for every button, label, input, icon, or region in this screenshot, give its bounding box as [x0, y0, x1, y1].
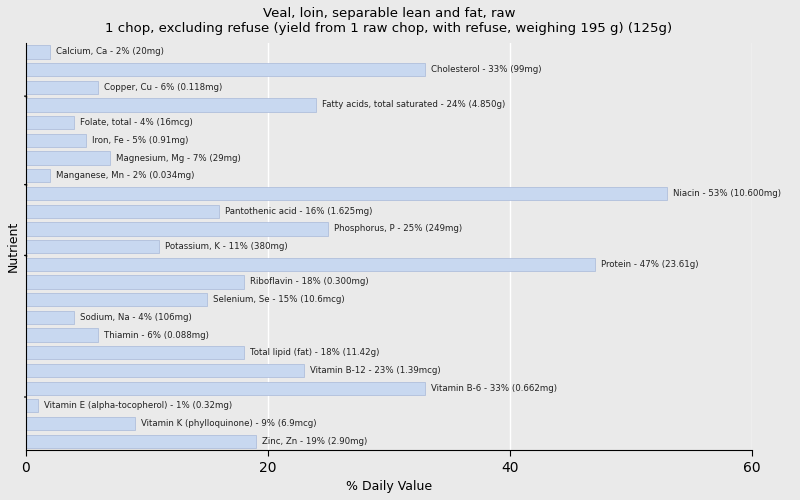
Text: Manganese, Mn - 2% (0.034mg): Manganese, Mn - 2% (0.034mg) — [56, 172, 194, 180]
Bar — [26, 399, 38, 412]
Text: Fatty acids, total saturated - 24% (4.850g): Fatty acids, total saturated - 24% (4.85… — [322, 100, 506, 110]
Text: Total lipid (fat) - 18% (11.42g): Total lipid (fat) - 18% (11.42g) — [250, 348, 379, 358]
Text: Vitamin K (phylloquinone) - 9% (6.9mcg): Vitamin K (phylloquinone) - 9% (6.9mcg) — [141, 419, 316, 428]
Text: Calcium, Ca - 2% (20mg): Calcium, Ca - 2% (20mg) — [56, 48, 164, 56]
Bar — [26, 417, 134, 430]
Bar — [26, 258, 594, 271]
Text: Thiamin - 6% (0.088mg): Thiamin - 6% (0.088mg) — [104, 330, 209, 340]
Bar — [26, 187, 667, 200]
Bar — [26, 434, 256, 448]
Bar — [26, 276, 243, 288]
Bar — [26, 346, 243, 360]
Text: Phosphorus, P - 25% (249mg): Phosphorus, P - 25% (249mg) — [334, 224, 462, 234]
Bar — [26, 134, 86, 147]
Bar — [26, 98, 316, 112]
Bar — [26, 116, 74, 130]
Bar — [26, 204, 219, 218]
Y-axis label: Nutrient: Nutrient — [7, 221, 20, 272]
Text: Vitamin B-6 - 33% (0.662mg): Vitamin B-6 - 33% (0.662mg) — [431, 384, 558, 392]
Text: Niacin - 53% (10.600mg): Niacin - 53% (10.600mg) — [674, 189, 782, 198]
Text: Pantothenic acid - 16% (1.625mg): Pantothenic acid - 16% (1.625mg) — [226, 206, 373, 216]
Text: Vitamin B-12 - 23% (1.39mcg): Vitamin B-12 - 23% (1.39mcg) — [310, 366, 441, 375]
Bar — [26, 328, 98, 342]
Text: Magnesium, Mg - 7% (29mg): Magnesium, Mg - 7% (29mg) — [116, 154, 241, 162]
Bar — [26, 364, 304, 377]
Text: Potassium, K - 11% (380mg): Potassium, K - 11% (380mg) — [165, 242, 287, 251]
Text: Iron, Fe - 5% (0.91mg): Iron, Fe - 5% (0.91mg) — [92, 136, 189, 145]
Text: Cholesterol - 33% (99mg): Cholesterol - 33% (99mg) — [431, 65, 542, 74]
Text: Vitamin E (alpha-tocopherol) - 1% (0.32mg): Vitamin E (alpha-tocopherol) - 1% (0.32m… — [44, 402, 232, 410]
Text: Protein - 47% (23.61g): Protein - 47% (23.61g) — [601, 260, 698, 269]
Bar — [26, 152, 110, 164]
Bar — [26, 80, 98, 94]
X-axis label: % Daily Value: % Daily Value — [346, 480, 432, 493]
Text: Sodium, Na - 4% (106mg): Sodium, Na - 4% (106mg) — [80, 313, 192, 322]
Bar — [26, 222, 328, 235]
Text: Folate, total - 4% (16mcg): Folate, total - 4% (16mcg) — [80, 118, 193, 127]
Bar — [26, 382, 425, 395]
Title: Veal, loin, separable lean and fat, raw
1 chop, excluding refuse (yield from 1 r: Veal, loin, separable lean and fat, raw … — [106, 7, 673, 35]
Bar — [26, 63, 425, 76]
Text: Copper, Cu - 6% (0.118mg): Copper, Cu - 6% (0.118mg) — [104, 83, 222, 92]
Bar — [26, 293, 207, 306]
Bar — [26, 169, 50, 182]
Bar — [26, 46, 50, 59]
Text: Zinc, Zn - 19% (2.90mg): Zinc, Zn - 19% (2.90mg) — [262, 436, 367, 446]
Bar — [26, 240, 158, 253]
Bar — [26, 310, 74, 324]
Text: Selenium, Se - 15% (10.6mcg): Selenium, Se - 15% (10.6mcg) — [214, 295, 345, 304]
Text: Riboflavin - 18% (0.300mg): Riboflavin - 18% (0.300mg) — [250, 278, 368, 286]
